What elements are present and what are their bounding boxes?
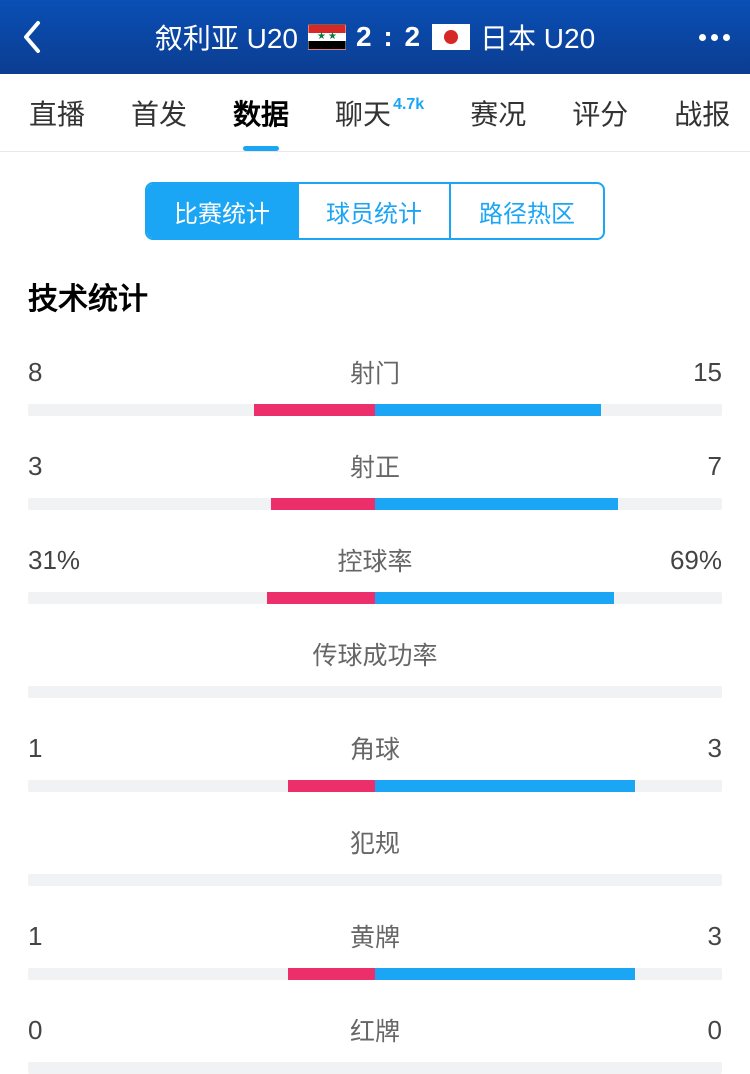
home-team-flag-icon (308, 24, 346, 50)
stat-row: 8射门15 (28, 354, 722, 416)
chevron-left-icon (20, 19, 42, 55)
stat-away-value: 0 (632, 1015, 722, 1046)
stat-labels: 犯规 (28, 824, 722, 860)
stat-name: 传球成功率 (118, 636, 632, 672)
stat-away-bar (375, 592, 614, 604)
stat-home-bar (288, 968, 375, 980)
stat-bar (28, 780, 722, 792)
top-tab-5[interactable]: 评分 (549, 74, 651, 151)
sub-tab-2[interactable]: 路径热区 (451, 184, 603, 238)
stats-list: 8射门153射正731%控球率69%传球成功率1角球3犯规1黄牌30红牌0 (0, 354, 750, 1074)
sub-tab-0[interactable]: 比赛统计 (147, 184, 299, 238)
stat-away-value: 7 (632, 451, 722, 482)
top-tab-4[interactable]: 赛况 (447, 74, 549, 151)
stat-labels: 1黄牌3 (28, 918, 722, 954)
stat-row: 传球成功率 (28, 636, 722, 698)
stat-away-value: 15 (632, 357, 722, 388)
stat-row: 1黄牌3 (28, 918, 722, 980)
top-tab-2[interactable]: 数据 (210, 74, 312, 151)
stat-away-bar (375, 498, 618, 510)
stat-home-bar (254, 404, 375, 416)
stat-name: 控球率 (118, 542, 632, 578)
away-team-flag-icon (432, 24, 470, 50)
stat-home-value: 1 (28, 921, 118, 952)
stat-name: 射正 (118, 448, 632, 484)
stat-bar (28, 968, 722, 980)
stat-name: 角球 (118, 730, 632, 766)
stat-name: 红牌 (118, 1012, 632, 1048)
back-button[interactable] (20, 17, 60, 57)
top-tab-1[interactable]: 首发 (108, 74, 210, 151)
stat-labels: 8射门15 (28, 354, 722, 390)
stat-home-value: 8 (28, 357, 118, 388)
tab-badge: 4.7k (393, 96, 424, 114)
stat-row: 0红牌0 (28, 1012, 722, 1074)
stat-name: 射门 (118, 354, 632, 390)
stat-away-value: 3 (632, 921, 722, 952)
stat-bar (28, 498, 722, 510)
stat-home-value: 1 (28, 733, 118, 764)
stat-home-value: 0 (28, 1015, 118, 1046)
stat-bar (28, 404, 722, 416)
stat-home-value: 31% (28, 545, 118, 576)
stat-home-bar (271, 498, 375, 510)
stat-bar (28, 592, 722, 604)
stat-labels: 3射正7 (28, 448, 722, 484)
stat-home-bar (267, 592, 375, 604)
stat-name: 黄牌 (118, 918, 632, 954)
stat-bar (28, 1062, 722, 1074)
stat-away-bar (375, 404, 601, 416)
away-team-name: 日本 U20 (480, 17, 595, 57)
stat-labels: 0红牌0 (28, 1012, 722, 1048)
stat-home-value: 3 (28, 451, 118, 482)
stat-labels: 31%控球率69% (28, 542, 722, 578)
match-score: 2 : 2 (356, 21, 422, 53)
more-button[interactable] (690, 34, 730, 41)
stat-away-bar (375, 968, 635, 980)
stat-bar (28, 686, 722, 698)
app-header: 叙利亚 U20 2 : 2 日本 U20 (0, 0, 750, 74)
stat-bar (28, 874, 722, 886)
stat-row: 1角球3 (28, 730, 722, 792)
stat-labels: 1角球3 (28, 730, 722, 766)
top-tab-0[interactable]: 直播 (6, 74, 108, 151)
stat-away-bar (375, 780, 635, 792)
stat-labels: 传球成功率 (28, 636, 722, 672)
stat-away-value: 69% (632, 545, 722, 576)
stat-away-value: 3 (632, 733, 722, 764)
sub-tab-1[interactable]: 球员统计 (299, 184, 451, 238)
top-tab-3[interactable]: 聊天4.7k (312, 74, 447, 151)
stat-name: 犯规 (118, 824, 632, 860)
section-title: 技术统计 (0, 274, 750, 318)
stat-row: 犯规 (28, 824, 722, 886)
stat-row: 31%控球率69% (28, 542, 722, 604)
top-tab-bar: 直播首发数据聊天4.7k赛况评分战报 (0, 74, 750, 152)
stat-home-bar (288, 780, 375, 792)
home-team-name: 叙利亚 U20 (155, 17, 298, 57)
sub-tab-bar: 比赛统计球员统计路径热区 (0, 182, 750, 240)
match-title: 叙利亚 U20 2 : 2 日本 U20 (60, 17, 690, 57)
top-tab-6[interactable]: 战报 (651, 74, 750, 151)
stat-row: 3射正7 (28, 448, 722, 510)
